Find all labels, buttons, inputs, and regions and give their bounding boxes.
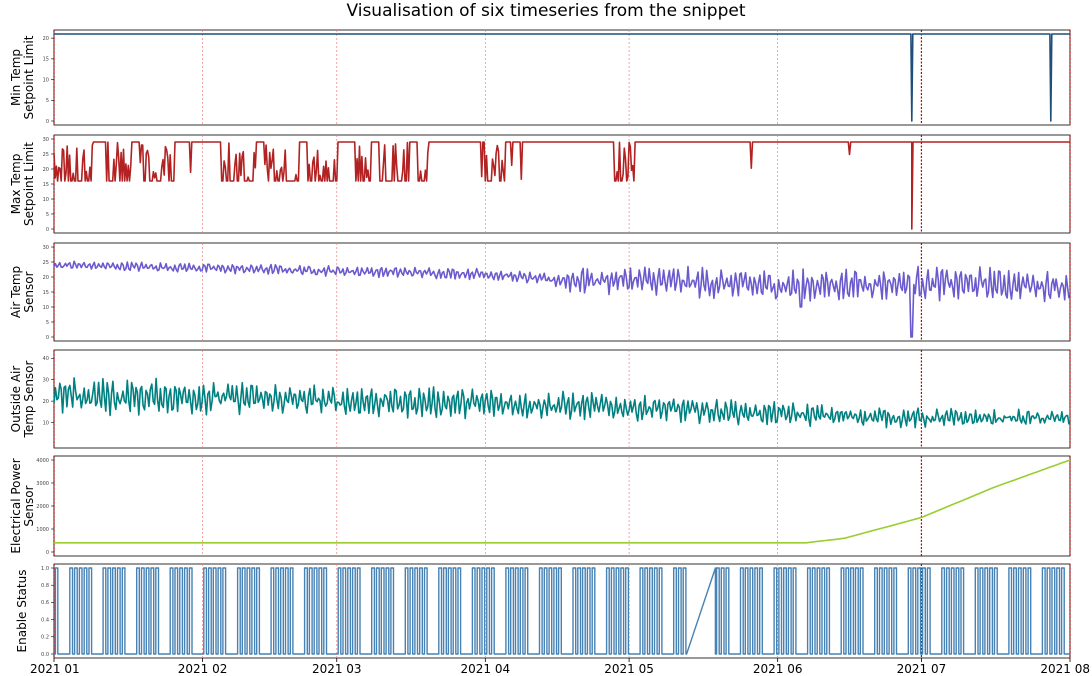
y-axis-label-line: Enable Status	[15, 570, 29, 653]
series-line	[54, 567, 1070, 655]
panel-3: 0 5 10 15 20 25 30 Air TempSensor	[9, 242, 1071, 342]
x-axis: 2021 01 2021 02 2021 03 2021 04 2021 05 2021 …	[30, 658, 1090, 676]
y-tick-label: 1.0	[41, 566, 49, 572]
y-axis-label-line: Temp Sensor	[22, 360, 36, 438]
chart-title: Visualisation of six timeseries from the…	[346, 1, 745, 21]
y-axis-label-line: Sensor	[22, 271, 36, 312]
x-tick-label: 2021 06	[753, 662, 803, 676]
y-axis-label: Min TempSetpoint Limit	[9, 35, 36, 119]
y-axis-label-line: Min Temp	[9, 49, 23, 106]
y-tick-label: 15	[43, 57, 49, 63]
y-tick-label: 15	[43, 290, 49, 296]
y-axis-label: Max TempSetpoint Limit	[9, 142, 36, 226]
y-axis-label-line: Air Temp	[9, 266, 23, 318]
y-tick-label: 0	[46, 227, 49, 233]
y-tick-label: 20	[43, 275, 49, 281]
y-tick-label: 0.4	[41, 617, 49, 623]
x-tick-label: 2021 02	[178, 662, 228, 676]
y-tick-label: 15	[43, 182, 49, 188]
y-tick-label: 5	[46, 98, 49, 104]
y-axis-label-line: Electrical Power	[9, 458, 23, 553]
y-tick-label: 2000	[36, 504, 49, 510]
y-tick-label: 10	[43, 420, 49, 426]
y-tick-label: 25	[43, 260, 49, 266]
y-tick-label: 20	[43, 36, 49, 42]
y-tick-label: 1000	[36, 527, 49, 533]
y-tick-label: 0	[46, 119, 49, 125]
panel-frame	[53, 242, 1071, 342]
y-axis-label: Outside AirTemp Sensor	[9, 360, 36, 438]
y-axis-label-line: Sensor	[22, 485, 36, 526]
y-tick-label: 10	[43, 77, 49, 83]
x-tick-label: 2021 03	[312, 662, 362, 676]
y-tick-label: 3000	[36, 481, 49, 487]
panel-6: 0.0 0.2 0.4 0.6 0.8 1.0 Enable Status	[15, 563, 1071, 659]
x-tick-label: 2021 05	[604, 662, 654, 676]
series-line	[53, 260, 1070, 338]
series-line	[53, 377, 1070, 429]
x-tick-label: 2021 01	[30, 662, 80, 676]
y-axis-label-line: Setpoint Limit	[22, 142, 36, 226]
y-tick-label: 0.2	[41, 635, 49, 641]
x-tick-label: 2021 07	[897, 662, 947, 676]
y-tick-label: 30	[43, 137, 49, 143]
y-tick-label: 0	[46, 550, 49, 556]
y-tick-label: 0.0	[41, 652, 49, 658]
y-tick-label: 30	[43, 378, 49, 384]
y-tick-label: 20	[43, 167, 49, 173]
panel-1: 0 5 10 15 20 Min TempSetpoint Limit	[9, 29, 1071, 126]
series-line	[54, 33, 1070, 122]
y-tick-label: 0	[46, 335, 49, 341]
y-tick-label: 0.8	[41, 583, 49, 589]
y-tick-label: 10	[43, 197, 49, 203]
x-tick-label: 2021 08	[1040, 662, 1090, 676]
panel-frame	[53, 455, 1071, 557]
y-tick-label: 30	[43, 245, 49, 251]
y-tick-label: 5	[46, 320, 49, 326]
panel-2: 0 5 10 15 20 25 30 Max TempSetpoint Limit	[9, 134, 1071, 234]
series-line	[53, 141, 1070, 230]
y-tick-label: 40	[43, 356, 49, 362]
y-tick-label: 5	[46, 212, 49, 218]
y-axis-label-line: Outside Air	[9, 366, 23, 433]
y-axis-label: Air TempSensor	[9, 266, 36, 318]
x-tick-label: 2021 04	[461, 662, 511, 676]
y-tick-label: 25	[43, 152, 49, 158]
y-tick-label: 4000	[36, 458, 49, 464]
y-tick-label: 20	[43, 399, 49, 405]
y-axis-label: Electrical PowerSensor	[9, 458, 36, 553]
y-tick-label: 0.6	[41, 600, 49, 606]
panel-4: 10 20 30 40 Outside AirTemp Sensor	[9, 349, 1071, 449]
panel-frame	[53, 134, 1071, 234]
y-tick-label: 10	[43, 305, 49, 311]
series-line	[54, 459, 1071, 544]
y-axis-label-line: Setpoint Limit	[22, 35, 36, 119]
y-axis-label: Enable Status	[15, 570, 29, 653]
panel-frame	[53, 29, 1071, 126]
y-axis-label-line: Max Temp	[9, 154, 23, 215]
